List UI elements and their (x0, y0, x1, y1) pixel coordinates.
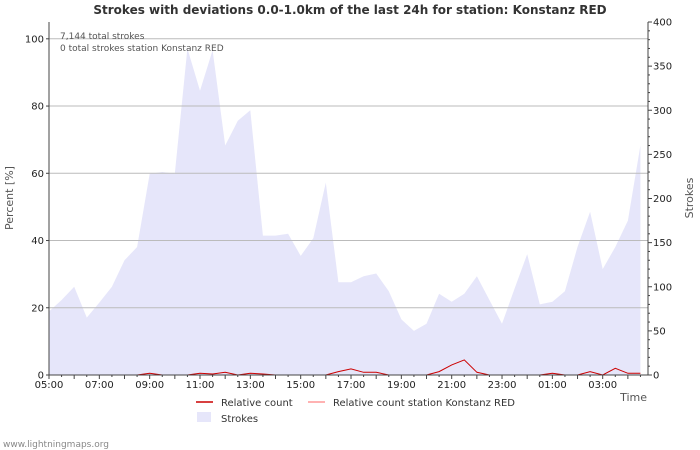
x-tick-label: 17:00 (337, 380, 366, 391)
footer-watermark: www.lightningmaps.org (3, 440, 109, 450)
x-tick-label: 03:00 (588, 380, 617, 391)
series-strokes-area (49, 48, 641, 375)
legend-label-relative-count-station: Relative count station Konstanz RED (333, 398, 515, 409)
y-axis-label-right: Strokes (683, 177, 696, 218)
y-tick-label-left: 80 (31, 102, 44, 113)
legend-label-strokes: Strokes (221, 414, 258, 425)
x-tick-label: 07:00 (85, 380, 114, 391)
legend: Relative count Relative count station Ko… (196, 398, 515, 425)
tick-layer: 0 20 40 60 80 100 0 50 100 150 200 250 300 350 400 05:0… (25, 18, 672, 392)
y-tick-label-right: 250 (653, 150, 672, 161)
y-tick-label-right: 400 (653, 18, 672, 29)
info-total-strokes: 7,144 total strokes (60, 32, 145, 42)
grid-layer (49, 38, 648, 309)
x-tick-label: 23:00 (488, 380, 517, 391)
y-tick-label-right: 50 (653, 326, 666, 337)
legend-swatch-strokes (197, 412, 211, 422)
x-tick-label: 01:00 (538, 380, 567, 391)
x-axis-label: Time (619, 391, 647, 404)
info-station-strokes: 0 total strokes station Konstanz RED (60, 44, 224, 54)
x-tick-label: 21:00 (437, 380, 466, 391)
x-tick-label: 11:00 (186, 380, 215, 391)
y-tick-label-right: 0 (653, 371, 659, 382)
y-tick-label-right: 100 (653, 282, 672, 293)
x-tick-label: 19:00 (387, 380, 416, 391)
y-tick-label-left: 20 (31, 303, 44, 314)
y-tick-label-left: 0 (38, 371, 44, 382)
y-tick-label-right: 300 (653, 106, 672, 117)
area-layer (49, 48, 641, 375)
x-tick-label: 09:00 (135, 380, 164, 391)
x-tick-label: 15:00 (286, 380, 315, 391)
y-tick-label-left: 40 (31, 236, 44, 247)
y-tick-label-left: 100 (25, 34, 44, 45)
y-tick-label-right: 350 (653, 62, 672, 73)
x-tick-label: 13:00 (236, 380, 265, 391)
y-tick-label-right: 200 (653, 194, 672, 205)
chart-title: Strokes with deviations 0.0-1.0km of the… (93, 3, 606, 17)
legend-label-relative-count: Relative count (221, 398, 293, 409)
y-tick-label-right: 150 (653, 238, 672, 249)
y-axis-label-left: Percent [%] (3, 166, 16, 230)
y-tick-label-left: 60 (31, 169, 44, 180)
x-tick-label: 05:00 (35, 380, 64, 391)
